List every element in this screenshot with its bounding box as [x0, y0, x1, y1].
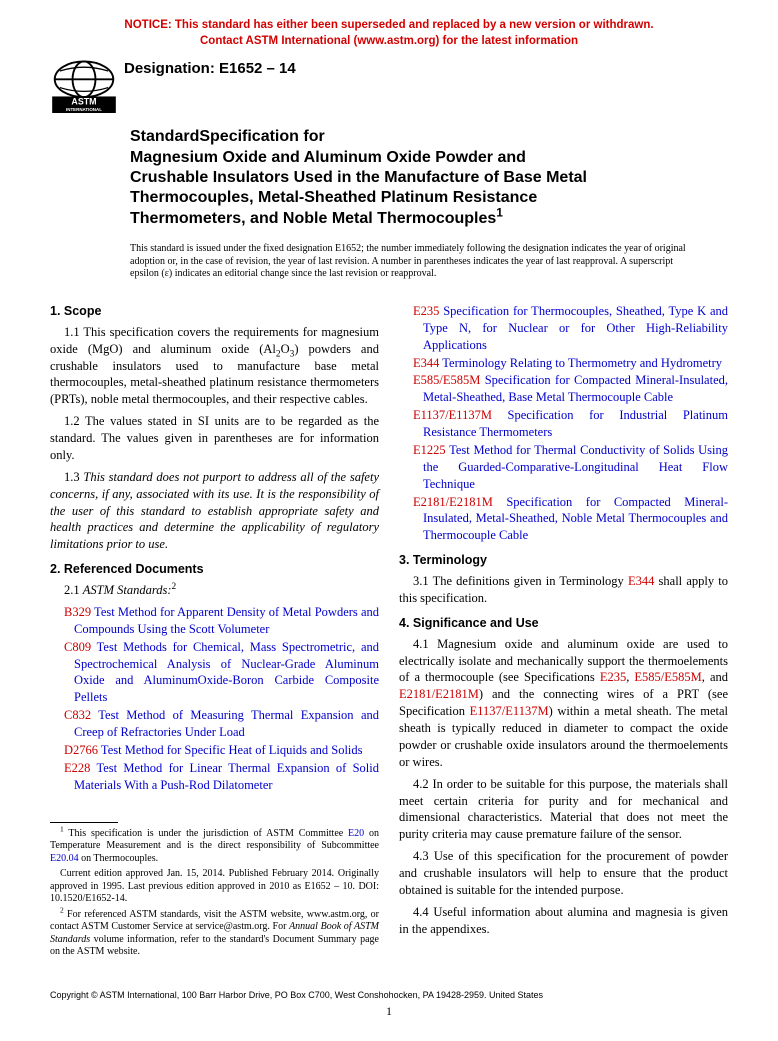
link-e344[interactable]: E344 [628, 574, 654, 588]
notice-line1: NOTICE: This standard has either been su… [0, 18, 778, 34]
ref-e585[interactable]: E585/E585M Specification for Compacted M… [399, 372, 728, 406]
ref-e344[interactable]: E344 Terminology Relating to Thermometry… [399, 355, 728, 372]
sec4-p41: 4.1 Magnesium oxide and aluminum oxide a… [399, 636, 728, 771]
title-l4: Thermometers, and Noble Metal Thermocoup… [130, 210, 496, 227]
ref-c809[interactable]: C809 Test Methods for Chemical, Mass Spe… [50, 639, 379, 707]
title-l1: Magnesium Oxide and Aluminum Oxide Powde… [130, 148, 718, 168]
sec1-p11: 1.1 This specification covers the requir… [50, 324, 379, 408]
sec4-p43: 4.3 Use of this specification for the pr… [399, 848, 728, 899]
ref-e235[interactable]: E235 Specification for Thermocouples, Sh… [399, 303, 728, 354]
sec3-heading: 3. Terminology [399, 552, 728, 569]
copyright: Copyright © ASTM International, 100 Barr… [50, 989, 543, 1001]
link-e2181[interactable]: E2181/E2181M [399, 687, 479, 701]
body-columns: 1. Scope 1.1 This specification covers t… [0, 281, 778, 962]
svg-text:INTERNATIONAL: INTERNATIONAL [66, 107, 102, 112]
footnote-2: 2 For referenced ASTM standards, visit t… [50, 909, 379, 959]
ref-b329[interactable]: B329 Test Method for Apparent Density of… [50, 604, 379, 638]
footnote-separator [50, 822, 118, 823]
issuance-note: This standard is issued under the fixed … [0, 235, 778, 281]
svg-text:ASTM: ASTM [71, 97, 96, 107]
ref-d2766[interactable]: D2766 Test Method for Specific Heat of L… [50, 742, 379, 759]
sec2-heading: 2. Referenced Documents [50, 561, 379, 578]
title-block: StandardSpecification for Magnesium Oxid… [0, 113, 778, 235]
sec1-p12: 1.2 The values stated in SI units are to… [50, 413, 379, 464]
right-column: E235 Specification for Thermocouples, Sh… [399, 303, 728, 962]
link-e1137[interactable]: E1137/E1137M [470, 704, 549, 718]
link-e2004[interactable]: E20.04 [50, 853, 79, 864]
astm-logo: ASTM INTERNATIONAL [52, 57, 116, 113]
link-e20[interactable]: E20 [348, 828, 364, 839]
title-prefix2: Specification for [199, 128, 324, 145]
link-e585[interactable]: E585/E585M [634, 670, 701, 684]
page-number: 1 [0, 1003, 778, 1019]
ref-e228[interactable]: E228 Test Method for Linear Thermal Expa… [50, 760, 379, 794]
sec4-p44: 4.4 Useful information about alumina and… [399, 904, 728, 938]
notice-line2: Contact ASTM International (www.astm.org… [0, 34, 778, 50]
notice-banner: NOTICE: This standard has either been su… [0, 0, 778, 49]
title-l2: Crushable Insulators Used in the Manufac… [130, 168, 718, 188]
ref-e1225[interactable]: E1225 Test Method for Thermal Conductivi… [399, 442, 728, 493]
header: ASTM INTERNATIONAL Designation: E1652 – … [0, 49, 778, 113]
title-l3: Thermocouples, Metal-Sheathed Platinum R… [130, 188, 718, 208]
footnote-1b: Current edition approved Jan. 15, 2014. … [50, 868, 379, 906]
title-prefix1: Standard [130, 128, 199, 145]
footnote-1: 1 This specification is under the jurisd… [50, 828, 379, 866]
ref-e2181[interactable]: E2181/E2181M Specification for Compacted… [399, 494, 728, 545]
ref-e1137[interactable]: E1137/E1137M Specification for Industria… [399, 407, 728, 441]
sec1-heading: 1. Scope [50, 303, 379, 320]
left-column: 1. Scope 1.1 This specification covers t… [50, 303, 379, 962]
sec2-sub: 2.1 ASTM Standards:2 [50, 582, 379, 599]
designation: Designation: E1652 – 14 [124, 57, 296, 79]
ref-c832[interactable]: C832 Test Method of Measuring Thermal Ex… [50, 707, 379, 741]
sec4-p42: 4.2 In order to be suitable for this pur… [399, 776, 728, 844]
link-e235[interactable]: E235 [600, 670, 626, 684]
sec3-p31: 3.1 The definitions given in Terminology… [399, 573, 728, 607]
sec1-p13: 1.3 This standard does not purport to ad… [50, 469, 379, 553]
sec4-heading: 4. Significance and Use [399, 615, 728, 632]
title-sup: 1 [496, 206, 503, 220]
